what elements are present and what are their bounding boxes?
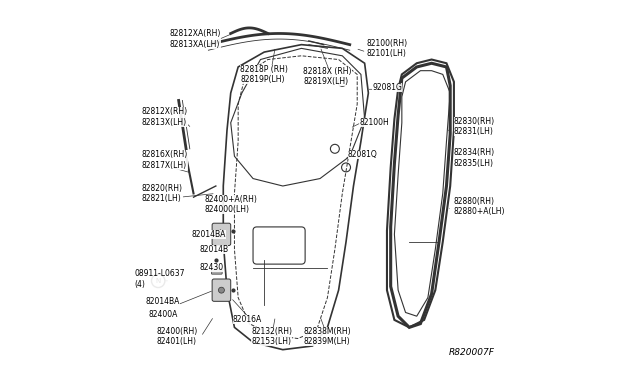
Circle shape (218, 287, 225, 293)
Text: 82834(RH)
82835(LH): 82834(RH) 82835(LH) (454, 148, 495, 168)
Text: 82820(RH)
82821(LH): 82820(RH) 82821(LH) (141, 184, 182, 203)
Text: 82014B: 82014B (199, 245, 228, 254)
Text: 82818P (RH)
82819P(LH): 82818P (RH) 82819P(LH) (240, 65, 288, 84)
Text: 92081G: 92081G (372, 83, 402, 92)
Text: 82081Q: 82081Q (348, 150, 378, 159)
Circle shape (218, 231, 225, 237)
FancyBboxPatch shape (211, 268, 222, 274)
Text: 82014BA: 82014BA (191, 230, 226, 239)
Text: 82830(RH)
82831(LH): 82830(RH) 82831(LH) (454, 117, 495, 136)
FancyBboxPatch shape (212, 223, 231, 246)
Text: 82816X(RH)
82817X(LH): 82816X(RH) 82817X(LH) (141, 150, 188, 170)
Text: 82818X (RH)
82819X(LH): 82818X (RH) 82819X(LH) (303, 67, 352, 86)
Text: 82838M(RH)
82839M(LH): 82838M(RH) 82839M(LH) (303, 327, 351, 346)
Text: 82100H: 82100H (359, 118, 389, 127)
Text: 08911-L0637
(4): 08911-L0637 (4) (134, 269, 184, 289)
Text: 82400(RH)
82401(LH): 82400(RH) 82401(LH) (156, 327, 198, 346)
Text: 82016A: 82016A (232, 315, 262, 324)
Text: R820007F: R820007F (449, 348, 495, 357)
Text: 82430: 82430 (199, 263, 223, 272)
Text: N: N (156, 278, 161, 284)
Text: 82400A: 82400A (149, 310, 179, 319)
Text: 82880(RH)
82880+A(LH): 82880(RH) 82880+A(LH) (454, 197, 506, 216)
Text: 82014BA: 82014BA (145, 297, 180, 306)
Text: 82132(RH)
82153(LH): 82132(RH) 82153(LH) (251, 327, 292, 346)
Text: 82812XA(RH)
82813XA(LH): 82812XA(RH) 82813XA(LH) (170, 29, 221, 49)
Text: 82100(RH)
82101(LH): 82100(RH) 82101(LH) (367, 39, 408, 58)
FancyBboxPatch shape (212, 279, 231, 301)
Text: 82812X(RH)
82813X(LH): 82812X(RH) 82813X(LH) (141, 108, 188, 127)
Text: 82400+A(RH)
824000(LH): 82400+A(RH) 824000(LH) (205, 195, 257, 214)
